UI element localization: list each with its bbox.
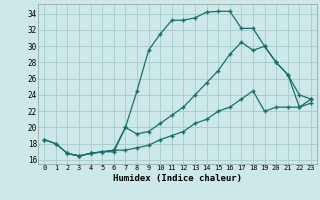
- X-axis label: Humidex (Indice chaleur): Humidex (Indice chaleur): [113, 174, 242, 183]
